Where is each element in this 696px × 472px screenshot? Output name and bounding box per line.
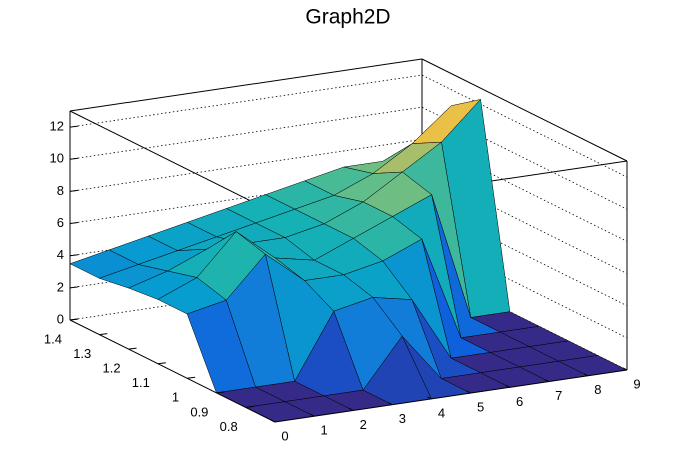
- z-tick-label: 4: [57, 247, 64, 262]
- y-axis: [69, 319, 276, 423]
- y-tick: [69, 318, 79, 321]
- x-tick: [348, 407, 354, 411]
- z-tick-label: 0: [57, 311, 64, 326]
- z-tick: [69, 254, 79, 257]
- x-tick: [427, 396, 432, 400]
- y-tick-label: 1.1: [132, 375, 150, 390]
- grid-line: [69, 235, 628, 339]
- y-tick: [216, 391, 225, 394]
- grid-line: [69, 106, 628, 210]
- x-tick: [544, 379, 550, 383]
- x-tick-label: 1: [320, 423, 327, 438]
- grid-line: [69, 138, 628, 242]
- z-tick: [69, 157, 79, 160]
- x-tick-label: 9: [633, 376, 640, 391]
- z-tick: [69, 125, 79, 128]
- y-tick: [187, 376, 196, 379]
- box-edge: [69, 58, 423, 112]
- box-edge: [421, 58, 628, 162]
- x-tick-label: 0: [281, 428, 288, 443]
- x-tick-label: 4: [438, 405, 445, 420]
- x-tick-label: 7: [555, 388, 562, 403]
- x-tick: [505, 384, 510, 388]
- z-tick: [69, 286, 79, 289]
- x-tick: [622, 367, 628, 371]
- z-tick-label: 8: [57, 183, 64, 198]
- y-tick-label: 0.9: [190, 404, 208, 419]
- x-tick-label: 5: [477, 400, 484, 415]
- y-tick: [157, 362, 166, 365]
- y-tick-label: 1.4: [44, 331, 62, 346]
- y-tick-label: 1.2: [102, 361, 120, 376]
- y-tick: [245, 405, 254, 408]
- y-tick-label: 1: [172, 390, 179, 405]
- x-tick-label: 6: [516, 394, 523, 409]
- x-tick: [466, 390, 471, 394]
- z-tick: [69, 222, 79, 225]
- x-axis: [274, 369, 628, 423]
- z-tick: [69, 189, 79, 192]
- z-tick-label: 10: [50, 151, 64, 166]
- x-tick-label: 3: [399, 411, 406, 426]
- x-tick-label: 8: [594, 382, 601, 397]
- x-tick-label: 2: [360, 417, 367, 432]
- x-tick: [270, 419, 276, 423]
- grid-line: [69, 203, 628, 307]
- grid-line: [69, 74, 628, 178]
- grid-line: [69, 171, 628, 274]
- y-tick: [128, 347, 137, 350]
- chart-title: Graph2D: [305, 6, 390, 29]
- z-tick-label: 12: [50, 119, 64, 134]
- x-tick: [388, 402, 393, 406]
- y-tick: [99, 333, 108, 336]
- z-tick-label: 6: [57, 215, 64, 230]
- box-edge: [69, 110, 276, 214]
- y-tick-label: 1.3: [73, 346, 91, 361]
- y-tick-label: 0.8: [220, 419, 238, 434]
- x-tick: [309, 413, 315, 417]
- z-tick-label: 2: [57, 279, 64, 294]
- x-tick: [583, 373, 589, 377]
